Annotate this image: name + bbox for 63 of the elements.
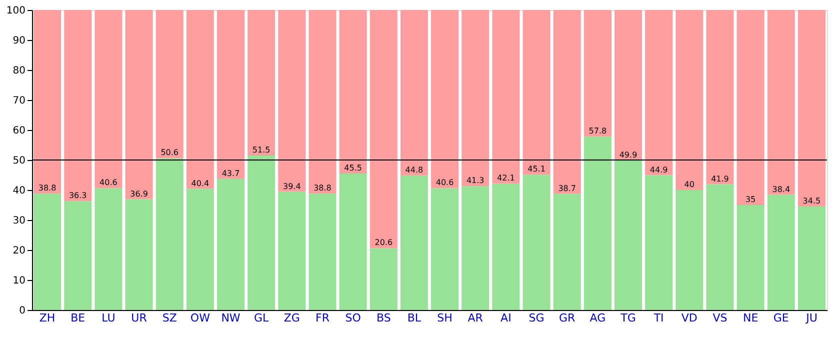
y-tick-label: 100: [6, 6, 26, 16]
data-label: 44.9: [650, 165, 668, 174]
y-tick-label: 50: [12, 156, 26, 166]
y-tick-label: 80: [12, 66, 26, 76]
y-tick-label: 0: [19, 306, 26, 316]
data-label: 49.9: [619, 150, 638, 160]
data-label: 36.9: [130, 189, 148, 198]
data-label: 38.8: [314, 184, 332, 193]
data-label: 20.6: [374, 238, 393, 248]
x-tick-label: SH: [437, 312, 452, 324]
y-tick-label: 20: [12, 246, 26, 256]
data-label: 38.4: [772, 184, 790, 194]
x-tick-label: SO: [345, 312, 362, 324]
data-label: 44.8: [405, 166, 424, 175]
x-tick-label: OW: [190, 312, 210, 324]
data-label: 43.7: [222, 168, 240, 178]
x-tick-label: NW: [221, 312, 240, 324]
y-tick-label: 10: [12, 276, 26, 286]
x-tick-label: FR: [315, 312, 330, 324]
x-tick-label: SZ: [162, 312, 178, 324]
data-label: 41.9: [711, 174, 729, 184]
y-tick-label: 30: [12, 216, 26, 226]
x-tick-label: BL: [407, 312, 422, 324]
x-tick-label: AG: [590, 312, 606, 324]
x-tick-label: ZH: [39, 312, 56, 324]
data-label: 40.6: [436, 178, 454, 188]
x-tick-label: AR: [468, 312, 484, 324]
y-tick-label: 40: [12, 186, 26, 196]
data-label: 38.7: [558, 184, 576, 193]
x-tick-label: TG: [620, 312, 636, 324]
x-tick-label: SG: [528, 312, 544, 324]
data-label: 50.6: [160, 148, 178, 158]
data-label: 51.5: [252, 146, 270, 154]
y-tick-label: 70: [12, 96, 26, 106]
data-label: 34.5: [802, 196, 821, 206]
data-label: 42.1: [497, 174, 515, 183]
x-tick-label: BE: [70, 312, 86, 324]
data-label: 35: [745, 195, 756, 204]
data-label: 40: [684, 180, 694, 189]
y-tick-label: 60: [12, 126, 26, 136]
x-tick-label: VD: [681, 312, 698, 324]
x-tick-label: LU: [102, 312, 116, 324]
data-label: 40.6: [100, 178, 118, 188]
data-label: 39.4: [283, 182, 301, 191]
x-tick-label: GL: [254, 312, 270, 324]
x-tick-label: TI: [652, 312, 664, 324]
x-tick-label: NE: [742, 312, 758, 324]
x-tick-label: VS: [712, 312, 728, 324]
x-tick-label: BS: [376, 312, 391, 324]
y-tick-label: 90: [12, 36, 26, 46]
x-tick-label: ZG: [284, 312, 300, 324]
data-label: 40.4: [191, 178, 210, 188]
data-label: 45.1: [528, 164, 546, 174]
x-tick-label: GR: [559, 312, 576, 324]
data-label: 38.8: [38, 184, 56, 193]
x-tick-label: JU: [805, 312, 818, 324]
data-label: 57.8: [588, 126, 607, 136]
x-tick-label: UR: [131, 312, 148, 324]
data-label: 36.3: [68, 191, 87, 200]
data-label: 45.5: [344, 164, 362, 172]
data-label: 41.3: [466, 176, 484, 186]
x-tick-label: AI: [500, 312, 512, 324]
x-tick-label: GE: [773, 312, 789, 324]
